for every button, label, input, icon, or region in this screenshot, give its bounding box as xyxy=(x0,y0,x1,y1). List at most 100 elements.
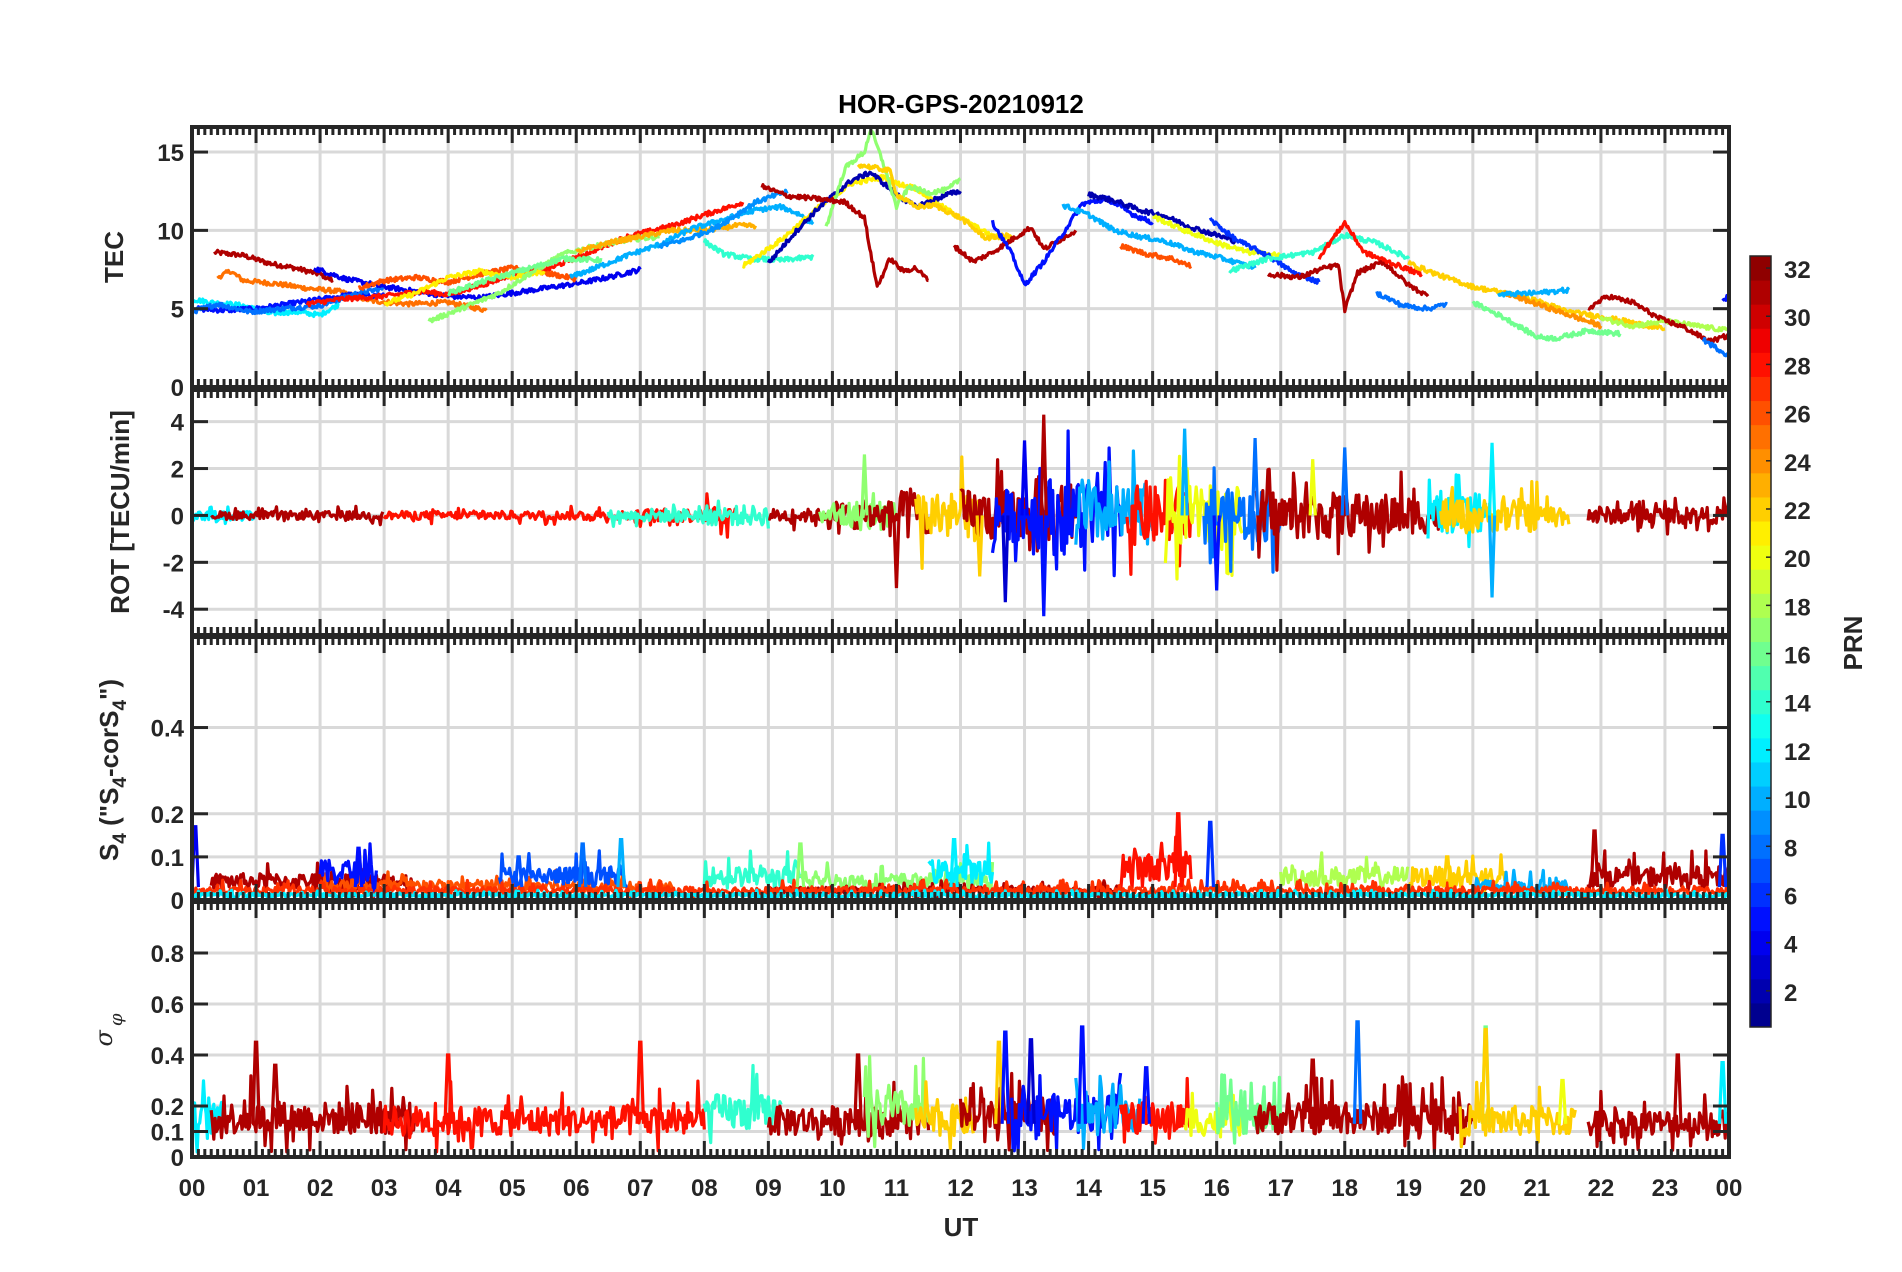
colorbar-swatch xyxy=(1750,472,1771,498)
colorbar-tick-label: 14 xyxy=(1784,691,1811,718)
colorbar-swatch xyxy=(1750,617,1771,642)
sigma_phi-track-prn-31 xyxy=(1253,1075,1475,1155)
y-tick-label: 0 xyxy=(171,888,184,915)
sigma_phi-spike xyxy=(853,1053,863,1124)
colorbar-swatch xyxy=(1750,376,1771,402)
rot-spike xyxy=(1212,515,1221,591)
y-tick-label: 0 xyxy=(171,503,184,530)
sigma_phi-track-prn-31 xyxy=(1586,1089,1729,1152)
x-tick-label: 22 xyxy=(1588,1175,1615,1202)
colorbar-swatch xyxy=(1750,280,1771,305)
sigma_phi-spike xyxy=(994,1040,1004,1124)
y-tick-label: 0.1 xyxy=(151,845,184,872)
colorbar-swatch xyxy=(1750,521,1771,546)
data-layer xyxy=(192,1020,1729,1155)
colorbar-tick-label: 26 xyxy=(1784,402,1811,429)
x-axis-label: UT xyxy=(944,1212,979,1242)
tec-track-prn-31 xyxy=(760,183,930,288)
tec-track-prn-8 xyxy=(1701,336,1729,358)
colorbar-tick-label: 4 xyxy=(1784,932,1798,959)
rot-spike xyxy=(1020,440,1029,516)
rot-spike xyxy=(1340,447,1349,516)
colorbar-tick-label: 18 xyxy=(1784,594,1811,621)
panel-rot: -4 -2 0 2 4 ROT [TECU/min] xyxy=(105,388,1731,637)
rot-spike xyxy=(1180,428,1189,516)
rot-spike xyxy=(975,515,984,577)
tec-track-prn-10 xyxy=(1061,203,1257,270)
sigma_phi-spike xyxy=(1352,1020,1363,1124)
colorbar-tick-label: 32 xyxy=(1784,257,1811,284)
colorbar-swatch xyxy=(1750,593,1771,618)
rot-spike xyxy=(1039,515,1048,617)
rot-spike xyxy=(892,515,901,589)
sigma_phi-track-prn-22 xyxy=(914,1080,975,1151)
x-tick-label: 07 xyxy=(627,1175,654,1202)
x-tick-label: 12 xyxy=(947,1175,974,1202)
s4-spike xyxy=(1717,833,1728,888)
rot-spike xyxy=(1001,515,1010,603)
y-tick-label: 0.2 xyxy=(151,1094,184,1121)
colorbar-tick-label: 28 xyxy=(1784,353,1811,380)
sigma_phi-track-prn-31 xyxy=(958,1071,1059,1153)
tec-track-prn-8 xyxy=(192,284,386,316)
x-tick-label: 08 xyxy=(691,1175,718,1202)
rot-track-prn-22 xyxy=(1439,480,1571,535)
colorbar-swatch xyxy=(1750,786,1771,811)
rot-track-prn-31 xyxy=(210,504,385,527)
x-tick-label: 15 xyxy=(1139,1175,1166,1202)
tec-track-prn-31 xyxy=(952,225,1078,264)
colorbar-tick-label: 10 xyxy=(1784,787,1811,814)
colorbar-swatch xyxy=(1750,545,1771,570)
s4-spike xyxy=(577,842,588,888)
tec-track-prn-28 xyxy=(1317,220,1423,278)
colorbar-swatch xyxy=(1750,328,1771,353)
data-layer xyxy=(192,414,1729,617)
s4-track-prn-12 xyxy=(927,841,995,887)
colorbar-swatch xyxy=(1750,978,1771,1004)
rot-spike xyxy=(860,454,869,516)
rot-spike xyxy=(1039,414,1048,516)
colorbar-swatch xyxy=(1750,906,1771,932)
y-tick-label: 0.4 xyxy=(151,716,185,743)
sigma_phi-spike xyxy=(635,1040,646,1124)
colorbar-tick-label: 2 xyxy=(1784,980,1797,1007)
sigma_phi-track-prn-31 xyxy=(209,1074,417,1154)
colorbar-label: PRN xyxy=(1838,616,1868,671)
y-tick-label: 0 xyxy=(171,1145,184,1172)
y-axis-label-sigma-phi: σφ xyxy=(90,1013,127,1046)
y-tick-label: 5 xyxy=(171,297,184,324)
sigma_phi-track-prn-16 xyxy=(1215,1073,1283,1145)
tec-track-prn-10 xyxy=(569,203,815,279)
tec-track-prn-31 xyxy=(213,248,334,283)
tec-track-prn-2 xyxy=(1087,191,1237,245)
s4-spike xyxy=(616,838,626,888)
rot-spike xyxy=(1487,515,1497,598)
s4-spike xyxy=(1173,812,1184,888)
sigma_phi-track-prn-14 xyxy=(702,1063,783,1145)
x-tick-label: 20 xyxy=(1459,1175,1486,1202)
rot-track-prn-31 xyxy=(1586,496,1729,536)
sigma_phi-spike xyxy=(1307,1058,1318,1124)
y-tick-label: 15 xyxy=(157,140,184,167)
sigma_phi-spike xyxy=(1672,1053,1683,1124)
tec-track-prn-10 xyxy=(1497,286,1571,298)
y-tick-label: 4 xyxy=(171,410,185,437)
colorbar-swatch xyxy=(1750,424,1771,450)
tec-track-prn-14 xyxy=(1228,231,1411,274)
y-tick-label: 10 xyxy=(157,218,184,245)
sigma_phi-spike xyxy=(251,1040,261,1124)
rot-spike xyxy=(1487,442,1497,516)
x-tick-label: 21 xyxy=(1524,1175,1551,1202)
tec-track-prn-21 xyxy=(383,267,546,307)
sigma_phi-spike xyxy=(1026,1038,1036,1124)
tec-track-prn-8 xyxy=(1375,290,1448,312)
sigma_phi-track-prn-31 xyxy=(766,1080,931,1146)
tec-track-prn-21 xyxy=(741,173,1013,269)
colorbar-swatch xyxy=(1750,569,1771,594)
tec-track-prn-2 xyxy=(766,170,962,264)
tec-track-prn-9 xyxy=(658,188,789,249)
colorbar-swatch xyxy=(1750,834,1771,859)
s4-spike xyxy=(1589,829,1600,888)
x-tick-label: 00 xyxy=(1716,1175,1743,1202)
x-tick-label: 06 xyxy=(563,1175,590,1202)
